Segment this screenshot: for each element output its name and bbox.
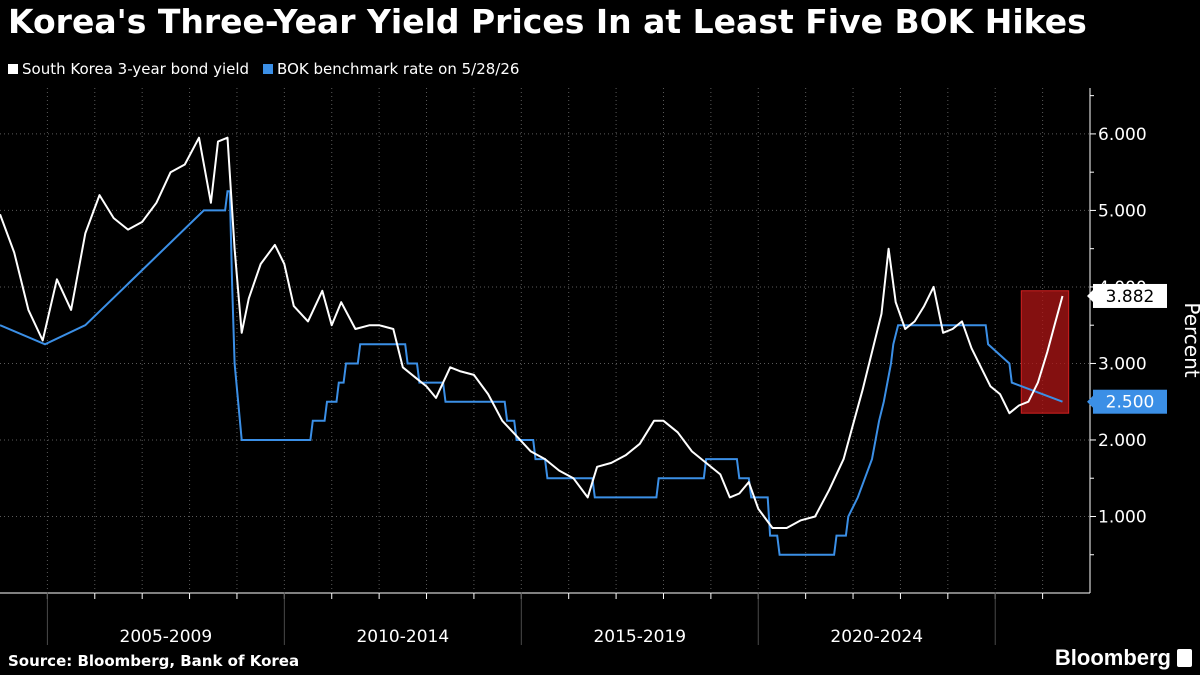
x-group-label: 2005-2009 [120,627,213,647]
value-label-bond-yield-pointer [1087,289,1093,302]
chart-title: Korea's Three-Year Yield Prices In at Le… [8,2,1087,41]
value-label-bond-yield-text: 3.882 [1106,287,1155,307]
value-label-bond-yield: 3.882 [1087,283,1167,308]
hike-highlight-region [1020,290,1070,414]
legend-item-bond-yield: South Korea 3-year bond yield [8,60,249,78]
brand-logo: Bloomberg [1055,645,1192,671]
series-line-bond-yield [0,136,1064,529]
x-group-label: 2010-2014 [356,627,449,647]
value-label-bok-rate: 2.500 [1087,389,1167,414]
y-tick-label: 2.000 [1098,431,1147,451]
x-group-label: 2015-2019 [593,627,686,647]
legend-swatch-bond-yield [8,64,18,74]
series-line-bok-rate [0,190,1063,556]
value-label-bok-rate-pointer [1087,395,1093,408]
y-tick-label: 6.000 [1098,125,1147,145]
y-axis-title: Percent [1180,302,1200,377]
y-tick-label: 1.000 [1098,507,1147,527]
legend-label-bok-rate: BOK benchmark rate on 5/28/26 [277,60,520,78]
chart-legend: South Korea 3-year bond yield BOK benchm… [8,60,533,78]
brand-name: Bloomberg [1054,645,1171,670]
legend-label-bond-yield: South Korea 3-year bond yield [22,60,250,78]
y-tick-label: 5.000 [1098,201,1147,221]
value-label-bok-rate-text: 2.500 [1106,393,1155,413]
legend-swatch-bok-rate [263,64,274,74]
y-tick-label: 3.000 [1098,354,1147,374]
brand-badge-icon [1177,649,1192,667]
value-label-bok-rate-box [1093,389,1167,414]
x-group-label: 2020-2024 [830,627,923,647]
source-note: Source: Bloomberg, Bank of Korea [8,652,300,670]
legend-item-bok-rate: BOK benchmark rate on 5/28/26 [263,60,519,78]
value-label-bond-yield-box [1093,283,1167,308]
